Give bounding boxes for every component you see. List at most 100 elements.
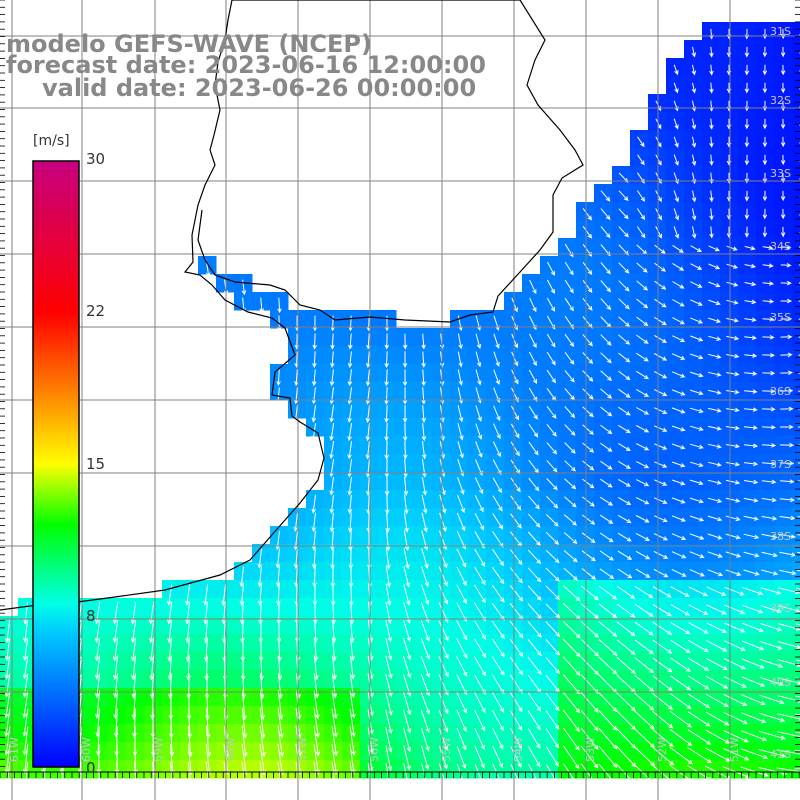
wind-arrow [618,478,631,487]
wind-speed-cell [792,598,800,617]
wind-arrow [562,745,580,770]
wind-arrow [527,638,542,657]
wind-arrow [149,637,155,662]
wind-arrow [257,566,263,588]
wind-arrow [421,494,428,515]
wind-speed-cell [792,562,800,581]
wind-arrow [759,694,785,705]
wind-arrow [691,118,697,130]
wind-arrow [510,423,520,439]
colorbar-tick-0: 0 [86,759,96,777]
wind-arrow [259,297,264,314]
wind-arrow [385,745,393,772]
wind-arrow [311,494,316,514]
wind-arrow [457,423,464,441]
wind-arrow [780,388,794,394]
wind-arrow [759,622,783,632]
wind-arrow [706,604,727,615]
wind-arrow [347,440,353,460]
wind-arrow [707,533,723,540]
wind-arrow [582,280,593,293]
wind-arrow [311,369,317,387]
wind-arrow [403,476,409,497]
wind-arrow [636,208,646,221]
wind-arrow [708,299,721,306]
wind-arrow [708,245,720,252]
wind-arrow [742,622,764,632]
wind-arrow [166,584,173,606]
wind-arrow [329,494,335,514]
wind-arrow [564,370,575,383]
wind-arrow [673,208,679,221]
wind-arrow [634,586,654,599]
wind-arrow [546,478,558,491]
wind-arrow [580,656,599,676]
wind-speed-cell [792,472,800,491]
wind-arrow [744,299,757,305]
wind-arrow [776,731,800,739]
wind-arrow [652,692,674,710]
wind-arrow [529,333,537,349]
wind-arrow [545,764,559,786]
wind-arrow [562,691,581,714]
wind-arrow [634,621,654,636]
wind-arrow [600,298,612,311]
wind-arrow [691,136,697,148]
wind-speed-cell [792,76,800,95]
wind-arrow [275,566,281,588]
wind-arrow [706,657,728,671]
wind-arrow [582,352,594,365]
wind-arrow [510,441,520,457]
wind-arrow [528,423,539,438]
wind-arrow [384,405,389,424]
wind-arrow [22,655,29,680]
wind-arrow [402,405,408,423]
wind-arrow [510,513,522,529]
wind-arrow [795,713,800,716]
wind-arrow [349,655,356,680]
wind-arrow [474,548,486,567]
wind-arrow [779,515,796,521]
wind-arrow [384,351,389,368]
wind-arrow [562,656,581,677]
wind-arrow [636,262,648,273]
wind-arrow [331,690,338,720]
wind-arrow [636,479,650,487]
wind-arrow [330,548,335,570]
wind-arrow [709,190,714,203]
wind-arrow [726,263,739,269]
wind-arrow [618,298,630,310]
lat-label: 41S [770,748,791,761]
wind-arrow [349,637,355,662]
lat-label: 37S [770,458,791,471]
wind-speed-cell [792,328,800,347]
wind-arrow [618,262,630,274]
wind-arrow [527,728,541,749]
wind-arrow [762,154,768,166]
wind-arrow [403,709,412,734]
wind-arrow [637,154,645,166]
wind-arrow [131,655,137,681]
wind-arrow [690,245,702,253]
wind-arrow [723,711,748,725]
wind-arrow [794,731,800,734]
wind-arrow [546,442,558,455]
wind-arrow [761,479,777,485]
wind-arrow [582,388,594,400]
wind-arrow [420,656,430,679]
wind-arrow [582,226,593,239]
wind-arrow [277,708,284,739]
wind-arrow [706,640,728,652]
wind-arrow [723,658,747,670]
wind-arrow [545,692,560,712]
wind-arrow [726,335,740,341]
wind-arrow [636,280,649,291]
wind-arrow [672,281,685,289]
wind-arrow [492,692,505,713]
wind-arrow [275,548,281,569]
wind-arrow [4,690,11,719]
wind-arrow [762,334,775,340]
wind-arrow [402,333,408,350]
wind-speed-cell [792,274,800,293]
wind-arrow [636,370,649,380]
